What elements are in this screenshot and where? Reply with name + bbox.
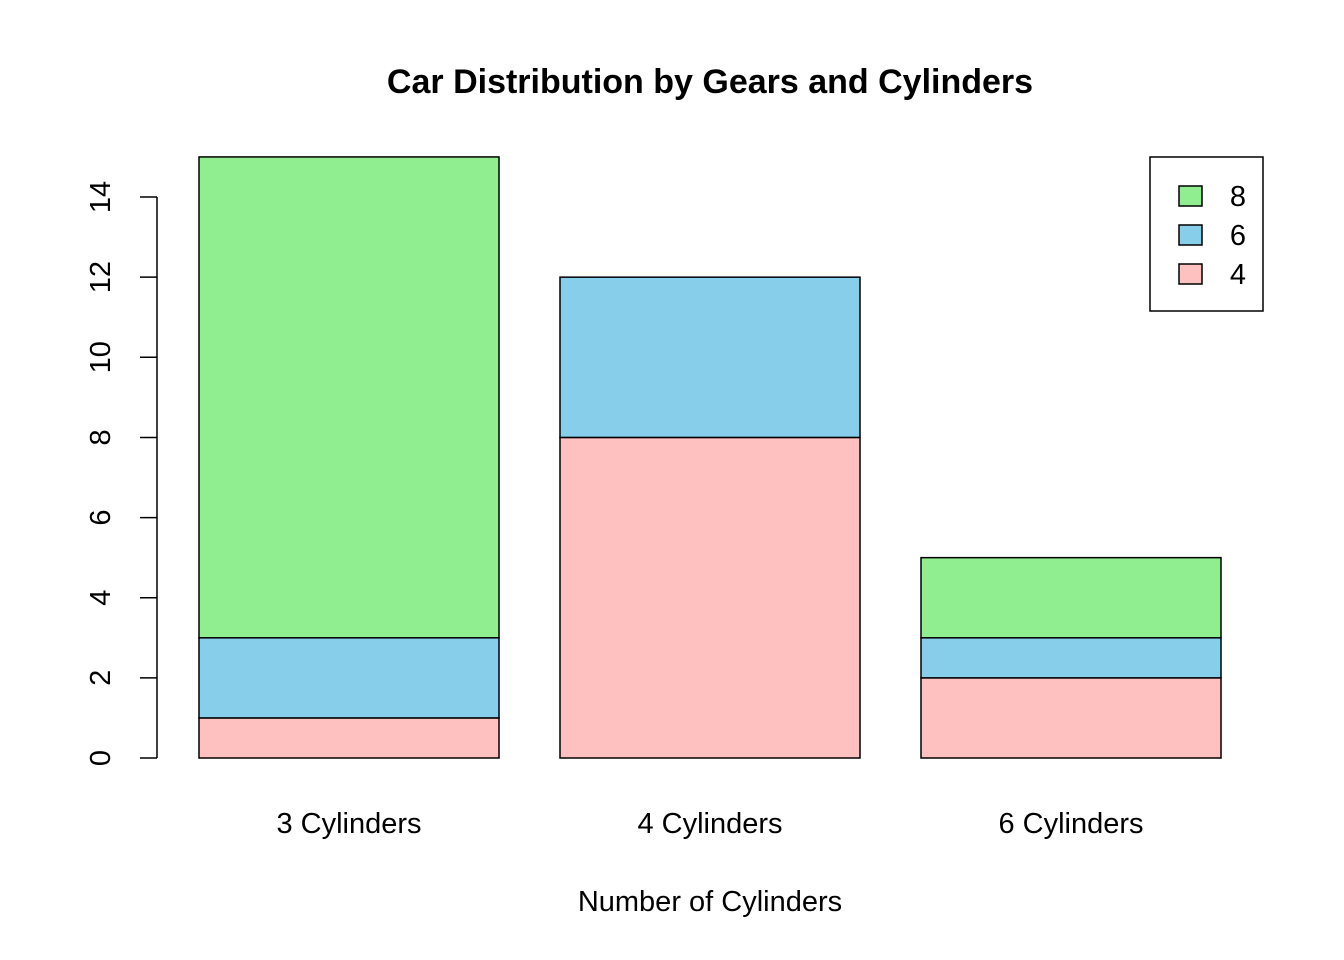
y-tick-label: 14 — [85, 181, 117, 213]
x-tick-labels: 3 Cylinders 4 Cylinders 6 Cylinders — [276, 808, 1143, 840]
chart-title: Car Distribution by Gears and Cylinders — [387, 63, 1033, 101]
bars — [198, 156, 1222, 759]
x-axis-label: Number of Cylinders — [578, 886, 842, 918]
legend-label: 8 — [1230, 181, 1246, 213]
legend-swatch — [1178, 185, 1203, 207]
bar-segment — [920, 556, 1222, 639]
legend-box — [1149, 156, 1264, 312]
bar-segment — [559, 276, 861, 439]
y-tick-label: 6 — [85, 510, 117, 526]
x-tick-label: 4 Cylinders — [637, 808, 782, 840]
legend-swatch — [1178, 263, 1203, 285]
x-tick-label: 6 Cylinders — [998, 808, 1143, 840]
bar-segment — [920, 677, 1222, 759]
y-tick-label: 8 — [85, 429, 117, 445]
y-axis: 0 2 4 6 8 10 12 14 — [85, 181, 158, 766]
bar-segment — [198, 156, 500, 639]
legend-label: 4 — [1230, 259, 1246, 291]
x-tick-label: 3 Cylinders — [276, 808, 421, 840]
bar-segment — [920, 637, 1222, 679]
bar-segment — [198, 637, 500, 719]
legend-swatch — [1178, 224, 1203, 246]
legend-label: 6 — [1230, 220, 1246, 252]
bar-segment — [559, 436, 861, 759]
bar-segment — [198, 717, 500, 759]
y-tick-label: 2 — [85, 670, 117, 686]
y-tick-label: 0 — [85, 750, 117, 766]
legend: 8 6 4 — [1149, 156, 1264, 312]
y-tick-label: 10 — [85, 341, 117, 373]
y-tick-label: 4 — [85, 590, 117, 606]
y-tick-label: 12 — [85, 261, 117, 293]
